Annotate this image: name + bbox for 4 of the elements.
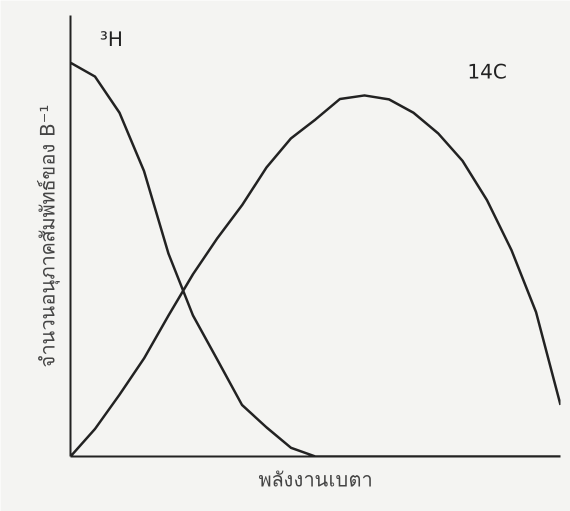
y-axis-title: จำนวนอนุภาคสัมพัทธ์ของ B⁻¹	[36, 104, 60, 368]
x-axis-title: พลังงานเบตา	[258, 468, 372, 492]
series-label: ³H	[100, 26, 123, 51]
text: 14C	[467, 60, 507, 84]
